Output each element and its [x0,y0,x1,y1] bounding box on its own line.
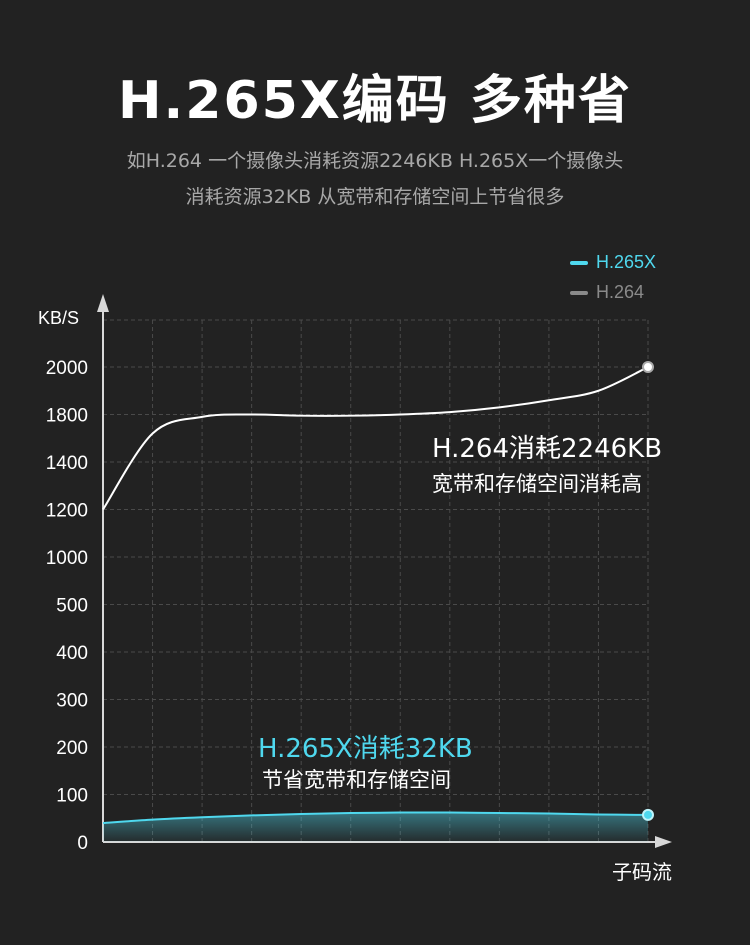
legend-item-h264: H.264 [570,282,644,303]
subtitle-line-2: 消耗资源32KB 从宽带和存储空间上节省很多 [185,186,565,208]
legend-label-h265x: H.265X [596,252,657,272]
series-line-h264 [102,366,649,511]
series-endpoint-h264 [642,361,654,373]
annotation-h265x-desc: 节省宽带和存储空间 [262,768,451,792]
y-tick-label: 1800 [46,406,88,427]
y-tick-label: 0 [77,833,88,854]
y-tick-label: 100 [56,786,88,807]
y-axis-arrow [97,294,109,312]
subtitle-line-1: 如H.264 一个摄像头消耗资源2246KB H.265X一个摄像头 [126,150,624,172]
y-tick-label: 1000 [46,548,88,569]
y-tick-label: 200 [56,738,88,759]
x-axis-label: 子码流 [612,860,672,884]
legend-item-h265x: H.265X [570,252,656,273]
series-endpoint-h265x [642,808,654,821]
x-axis-arrow [655,836,672,848]
annotation-h265x-title: H.265X消耗32KB [258,734,473,764]
y-tick-label: 300 [56,691,88,712]
y-tick-label: 1200 [46,501,88,522]
y-axis-label: KB/S [38,308,80,328]
y-tick-label: 500 [56,596,88,617]
series-line-h265x [102,811,649,824]
annotation-h264-desc: 宽带和存储空间消耗高 [432,472,642,496]
legend-swatch-h265x [570,261,588,266]
page-title: H.265X编码 多种省 [117,71,632,131]
annotation-h264-title: H.264消耗2246KB [432,434,663,464]
y-tick-label: 1400 [46,453,88,474]
series-area-h265x [103,812,648,842]
y-tick-label: 2000 [46,358,88,379]
legend-swatch-h264 [570,291,588,296]
legend-label-h264: H.264 [596,282,645,302]
y-tick-label: 400 [56,643,88,664]
